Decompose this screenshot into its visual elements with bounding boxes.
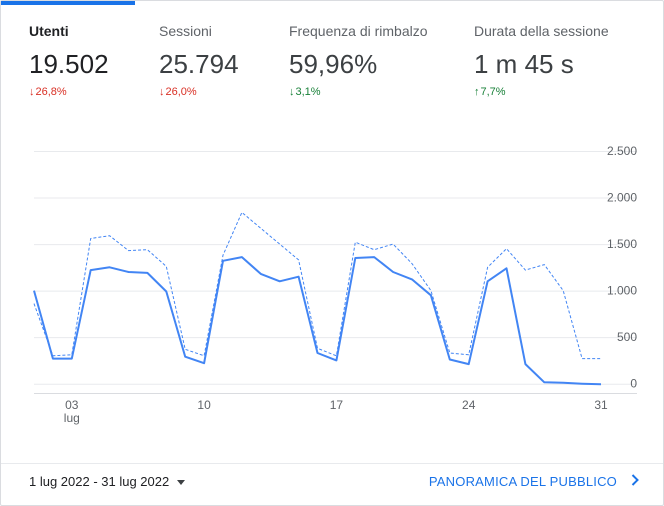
metric-label: Frequenza di rimbalzo xyxy=(289,23,428,39)
metric-tab-users[interactable]: Utenti 19.502 ↓26,8% xyxy=(29,23,109,98)
arrow-down-icon: ↓ xyxy=(29,86,35,98)
metric-change: ↓3,1% xyxy=(289,86,428,98)
x-tick-label: 17 xyxy=(330,398,344,412)
metric-change-value: 7,7% xyxy=(480,86,506,98)
metric-value: 59,96% xyxy=(289,49,378,79)
x-tick-label: 03 xyxy=(65,398,79,412)
y-tick-label: 1.500 xyxy=(607,237,637,251)
metric-label: Utenti xyxy=(29,23,69,39)
y-tick-label: 2.500 xyxy=(607,144,637,158)
x-tick-sublabel: lug xyxy=(64,411,80,425)
audience-overview-link[interactable]: PANORAMICA DEL PUBBLICO xyxy=(429,474,639,489)
date-range-selector[interactable]: 1 lug 2022 - 31 lug 2022 xyxy=(29,474,186,489)
sessions-line-chart: 0 500 1.000 1.500 2.000 2.500 03 10 17 24 31 lug xyxy=(33,144,637,425)
comparison-series-line xyxy=(33,211,601,360)
y-tick-label: 500 xyxy=(617,330,637,344)
x-tick-label: 24 xyxy=(462,398,476,412)
metric-change-value: 26,8% xyxy=(35,86,67,98)
date-range-label: 1 lug 2022 - 31 lug 2022 xyxy=(29,474,170,489)
metric-change: ↓26,8% xyxy=(29,86,109,98)
metric-value: 19.502 xyxy=(29,49,109,79)
metric-tab-sessions[interactable]: Sessioni 25.794 ↓26,0% xyxy=(159,23,239,98)
metric-value: 25.794 xyxy=(159,49,239,79)
x-tick-label: 31 xyxy=(594,398,608,412)
y-tick-label: 2.000 xyxy=(607,191,637,205)
current-series-line xyxy=(33,256,602,386)
metric-label: Sessioni xyxy=(159,23,212,39)
y-tick-label: 0 xyxy=(630,377,637,391)
chevron-right-icon xyxy=(631,474,639,489)
metric-change-value: 3,1% xyxy=(295,86,321,98)
arrow-down-icon: ↓ xyxy=(159,86,165,98)
dropdown-caret-icon xyxy=(177,480,186,486)
y-tick-label: 1.000 xyxy=(607,284,637,298)
arrow-down-icon: ↓ xyxy=(289,86,295,98)
metric-label: Durata della sessione xyxy=(474,23,609,39)
metric-value: 1 m 45 s xyxy=(474,49,574,79)
arrow-up-icon: ↑ xyxy=(474,86,480,98)
audience-overview-label: PANORAMICA DEL PUBBLICO xyxy=(428,474,617,489)
footer-divider xyxy=(1,463,663,464)
metric-change: ↓26,0% xyxy=(159,86,239,98)
x-tick-label: 10 xyxy=(197,398,211,412)
metric-tab-bounce-rate[interactable]: Frequenza di rimbalzo 59,96% ↓3,1% xyxy=(289,23,428,98)
active-tab-indicator xyxy=(1,1,135,5)
metric-change-value: 26,0% xyxy=(165,86,197,98)
metric-tab-session-duration[interactable]: Durata della sessione 1 m 45 s ↑7,7% xyxy=(474,23,609,98)
metric-change: ↑7,7% xyxy=(474,86,609,98)
